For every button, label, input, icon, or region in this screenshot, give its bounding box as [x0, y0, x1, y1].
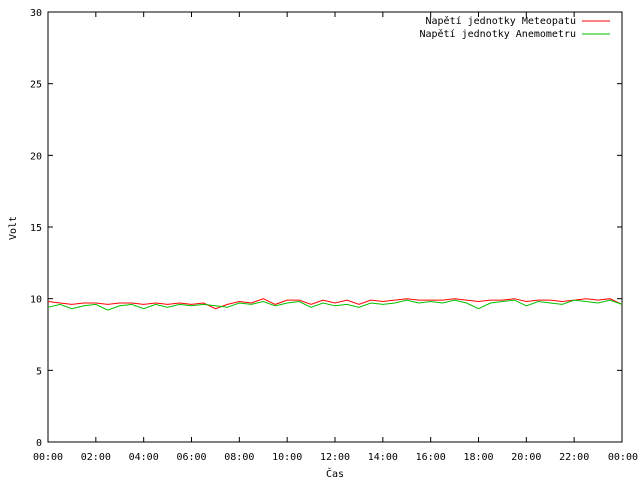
y-tick-label: 20: [30, 151, 42, 162]
y-tick-label: 25: [30, 80, 42, 91]
x-tick-label: 00:00: [33, 452, 63, 463]
legend-label-meteopat: Napětí jednotky Meteopatu: [425, 15, 576, 27]
x-tick-label: 22:00: [559, 452, 589, 463]
plot-frame: [47, 11, 623, 443]
x-tick-label: 02:00: [81, 452, 111, 463]
axis-ticks: 0 5 10 15 20 25 30 00:00 02:00 04:00 06:00 08:00 10:…: [30, 8, 638, 463]
legend-label-anemometr: Napětí jednotky Anemometru: [419, 28, 576, 40]
x-tick-label: 16:00: [416, 452, 446, 463]
x-tick-label: 10:00: [272, 452, 302, 463]
legend: Napětí jednotky Meteopatu Napětí jednotk…: [419, 15, 610, 40]
y-tick-label: 10: [30, 295, 42, 306]
y-axis-title: Volt: [8, 216, 19, 240]
y-tick-label: 0: [36, 438, 42, 449]
x-tick-label: 00:00: [608, 452, 638, 463]
x-tick-label: 18:00: [463, 452, 493, 463]
series-line-1: [47, 299, 623, 311]
x-tick-label: 06:00: [176, 452, 206, 463]
series-layer: [47, 298, 623, 311]
y-tick-label: 5: [36, 366, 42, 377]
x-tick-label: 20:00: [511, 452, 541, 463]
y-tick-label: 30: [30, 8, 42, 19]
series-line-0: [47, 298, 623, 310]
x-tick-label: 14:00: [368, 452, 398, 463]
y-tick-label: 15: [30, 223, 42, 234]
x-tick-label: 08:00: [224, 452, 254, 463]
x-tick-label: 12:00: [320, 452, 350, 463]
x-axis-title: Čas: [326, 467, 344, 480]
x-tick-label: 04:00: [129, 452, 159, 463]
